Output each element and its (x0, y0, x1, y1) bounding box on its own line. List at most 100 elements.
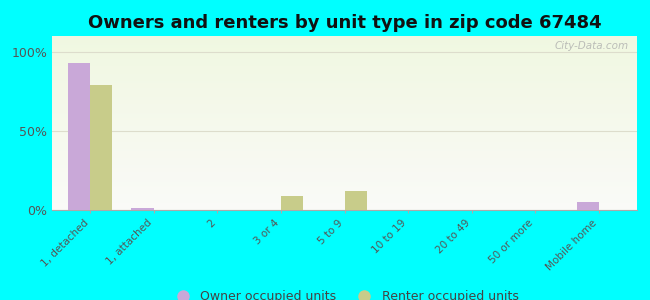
Bar (52, 186, 637, 188)
Bar (52, 205, 637, 206)
Bar (281, 196, 303, 210)
Bar (52, 111, 637, 112)
Bar (52, 154, 637, 156)
Bar (52, 88, 637, 90)
Bar (52, 208, 637, 210)
Bar (52, 147, 637, 149)
Bar (52, 46, 637, 48)
Bar (52, 69, 637, 71)
Bar (52, 90, 637, 92)
Bar (52, 194, 637, 196)
Bar (52, 109, 637, 111)
Bar (52, 92, 637, 93)
Bar (52, 62, 637, 64)
Bar (52, 184, 637, 186)
Bar (52, 203, 637, 205)
Bar (344, 191, 367, 210)
Bar (52, 118, 637, 119)
Bar (52, 201, 637, 203)
Bar (52, 146, 637, 147)
Bar (52, 36, 637, 38)
Bar (52, 76, 637, 78)
Bar (52, 104, 637, 106)
Bar (52, 73, 637, 74)
Bar (52, 114, 637, 116)
Bar (52, 52, 637, 53)
Bar (52, 142, 637, 144)
Bar (52, 179, 637, 180)
Bar (52, 123, 637, 125)
Bar (52, 53, 637, 55)
Bar (131, 208, 154, 210)
Bar (52, 139, 637, 140)
Bar (52, 132, 637, 134)
Bar (52, 173, 637, 175)
Bar (52, 55, 637, 57)
Bar (52, 160, 637, 161)
Bar (52, 100, 637, 102)
Bar (90, 85, 112, 210)
Legend: Owner occupied units, Renter occupied units: Owner occupied units, Renter occupied un… (166, 285, 523, 300)
Bar (52, 119, 637, 121)
Bar (52, 130, 637, 132)
Bar (52, 189, 637, 191)
Bar (52, 151, 637, 153)
Bar (52, 121, 637, 123)
Bar (52, 58, 637, 60)
Bar (52, 140, 637, 142)
Bar (52, 172, 637, 173)
Bar (52, 41, 637, 43)
Bar (52, 200, 637, 201)
Bar (52, 102, 637, 104)
Bar (52, 182, 637, 184)
Bar (52, 158, 637, 160)
Bar (52, 71, 637, 73)
Bar (52, 50, 637, 52)
Bar (52, 175, 637, 177)
Bar (52, 191, 637, 193)
Bar (52, 180, 637, 182)
Bar (52, 106, 637, 107)
Bar (52, 74, 637, 76)
Bar (52, 83, 637, 85)
Bar (52, 156, 637, 158)
Bar (52, 188, 637, 189)
Bar (52, 168, 637, 170)
Bar (52, 177, 637, 179)
Bar (52, 206, 637, 208)
Bar (52, 161, 637, 163)
Bar (52, 135, 637, 137)
Bar (52, 99, 637, 100)
Bar (52, 38, 637, 40)
Bar (52, 134, 637, 135)
Bar (52, 43, 637, 45)
Bar (52, 163, 637, 165)
Bar (52, 60, 637, 62)
Bar (52, 81, 637, 83)
Bar (52, 196, 637, 198)
Bar (52, 78, 637, 80)
Bar (52, 66, 637, 67)
Bar (52, 153, 637, 154)
Bar (52, 125, 637, 127)
Bar (52, 86, 637, 88)
Bar (68, 63, 90, 210)
Bar (52, 144, 637, 146)
Bar (52, 85, 637, 86)
Text: City-Data.com: City-Data.com (554, 41, 628, 51)
Bar (52, 97, 637, 99)
Bar (52, 80, 637, 81)
Bar (52, 64, 637, 66)
Bar (52, 116, 637, 118)
Bar (52, 48, 637, 50)
Bar (52, 170, 637, 172)
Bar (52, 57, 637, 58)
Title: Owners and renters by unit type in zip code 67484: Owners and renters by unit type in zip c… (88, 14, 601, 32)
Bar (52, 107, 637, 109)
Bar (52, 137, 637, 139)
Bar (52, 93, 637, 95)
Bar (52, 45, 637, 46)
Bar (52, 198, 637, 200)
Bar (52, 67, 637, 69)
Bar (52, 128, 637, 130)
